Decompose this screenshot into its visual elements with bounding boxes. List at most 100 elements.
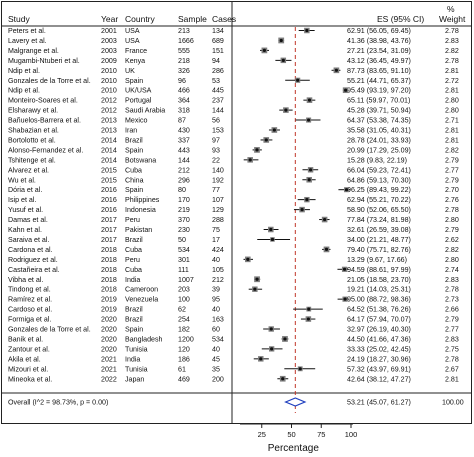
study-year: 2020 <box>101 335 117 343</box>
study-weight: 2.79 <box>445 156 459 164</box>
study-name: Formiga et al. <box>8 316 51 324</box>
point-estimate <box>300 208 304 212</box>
study-sample: 62 <box>178 306 186 314</box>
study-weight: 2.83 <box>445 276 459 284</box>
study-cases: 424 <box>212 246 224 254</box>
point-estimate <box>344 188 349 192</box>
study-year: 2017 <box>101 236 117 244</box>
study-weight: 2.70 <box>445 186 459 194</box>
study-sample: 443 <box>178 146 190 154</box>
study-year: 2010 <box>101 67 117 75</box>
point-estimate <box>334 68 338 72</box>
study-sample: 1007 <box>178 276 194 284</box>
point-estimate <box>269 327 273 331</box>
study-sample: 296 <box>178 176 190 184</box>
study-cases: 40 <box>212 256 220 264</box>
study-cases: 107 <box>212 196 224 204</box>
study-country: Tunisia <box>125 345 148 353</box>
study-sample: 213 <box>178 27 190 35</box>
study-es-ci: 35.58 (31.05, 40.31) <box>347 127 411 135</box>
x-tick-label: 75 <box>317 430 325 439</box>
x-tick-label: 25 <box>258 430 266 439</box>
point-estimate <box>306 317 310 321</box>
study-es-ci: 41.36 (38.98, 43.76) <box>347 37 411 45</box>
study-name: Yusuf et al. <box>8 206 43 214</box>
study-year: 2014 <box>101 136 117 144</box>
study-country: China <box>125 176 144 184</box>
study-country: Pakistan <box>125 226 152 234</box>
study-year: 2014 <box>101 156 117 164</box>
study-year: 2010 <box>101 77 117 85</box>
study-es-ci: 87.73 (83.65, 91.10) <box>347 67 411 75</box>
study-year: 2019 <box>101 296 117 304</box>
study-weight: 2.79 <box>445 176 459 184</box>
study-sample: 430 <box>178 127 190 135</box>
study-country: Venezuela <box>125 296 158 304</box>
study-name: Tindong et al. <box>8 286 51 294</box>
study-sample: 80 <box>178 186 186 194</box>
point-estimate <box>307 307 311 311</box>
study-name: Saraiva et al. <box>8 236 49 244</box>
header-es: ES (95% CI) <box>377 14 424 24</box>
study-weight: 2.71 <box>445 117 459 125</box>
study-weight: 2.80 <box>445 107 459 115</box>
study-weight: 2.81 <box>445 87 459 95</box>
study-es-ci: 33.33 (25.02, 42.45) <box>347 345 411 353</box>
study-cases: 534 <box>212 335 224 343</box>
study-es-ci: 32.97 (26.19, 40.30) <box>347 326 411 334</box>
study-es-ci: 57.32 (43.97, 69.91) <box>347 365 411 373</box>
study-year: 2018 <box>101 276 117 284</box>
study-cases: 53 <box>212 77 220 85</box>
study-weight: 2.82 <box>445 47 459 55</box>
study-year: 2018 <box>101 256 117 264</box>
point-estimate <box>259 357 263 361</box>
study-year: 2021 <box>101 365 117 373</box>
study-cases: 94 <box>212 57 220 65</box>
study-name: Alonso-Fernandez et al. <box>8 146 83 154</box>
study-name: Dória et al. <box>8 186 42 194</box>
study-weight: 2.80 <box>445 256 459 264</box>
study-sample: 326 <box>178 67 190 75</box>
point-estimate <box>307 98 312 102</box>
point-estimate <box>298 367 302 371</box>
point-estimate <box>255 148 259 152</box>
study-year: 2020 <box>101 345 117 353</box>
point-estimate <box>305 198 309 202</box>
study-weight: 2.81 <box>445 375 459 383</box>
study-cases: 288 <box>212 216 224 224</box>
study-sample: 144 <box>178 156 190 164</box>
study-es-ci: 15.28 (9.83, 22.19) <box>347 156 407 164</box>
study-es-ci: 19.21 (14.03, 25.31) <box>347 286 411 294</box>
point-estimate <box>255 277 259 281</box>
study-es-ci: 45.28 (39.71, 50.94) <box>347 107 411 115</box>
study-year: 2018 <box>101 246 117 254</box>
study-name: Mineoka et al. <box>8 375 52 383</box>
study-country: Cuba <box>125 266 142 274</box>
study-name: Cardoso et al. <box>8 306 52 314</box>
study-sample: 218 <box>178 57 190 65</box>
study-cases: 192 <box>212 176 224 184</box>
study-weight: 2.76 <box>445 196 459 204</box>
point-estimate <box>342 267 347 271</box>
study-sample: 61 <box>178 365 186 373</box>
study-es-ci: 28.78 (24.01, 33.93) <box>347 136 411 144</box>
study-cases: 212 <box>212 276 224 284</box>
study-es-ci: 64.86 (59.13, 70.30) <box>347 176 411 184</box>
study-weight: 2.77 <box>445 166 459 174</box>
study-es-ci: 27.21 (23.54, 31.09) <box>347 47 411 55</box>
study-sample: 50 <box>178 236 186 244</box>
study-es-ci: 62.91 (56.05, 69.45) <box>347 27 411 35</box>
study-year: 2013 <box>101 127 117 135</box>
point-estimate <box>270 347 274 351</box>
study-cases: 153 <box>212 127 224 135</box>
study-sample: 466 <box>178 87 190 95</box>
study-country: India <box>125 355 140 363</box>
point-estimate <box>307 178 311 182</box>
study-year: 2022 <box>101 375 117 383</box>
study-year: 2015 <box>101 176 117 184</box>
study-year: 2018 <box>101 286 117 294</box>
study-sample: 469 <box>178 375 190 383</box>
study-cases: 237 <box>212 97 224 105</box>
study-country: Mexico <box>125 117 148 125</box>
study-name: Castañeira et al. <box>8 266 60 274</box>
